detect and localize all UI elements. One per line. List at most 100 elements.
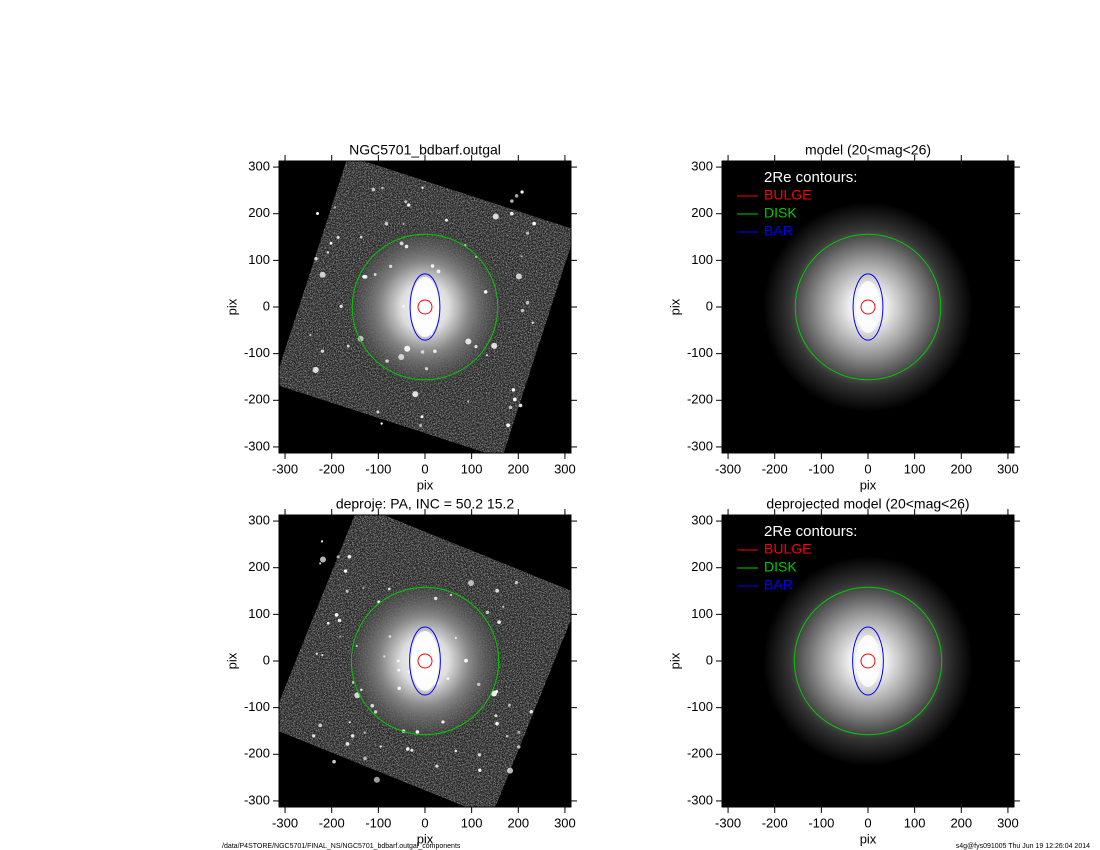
star <box>420 415 424 419</box>
star <box>517 730 521 734</box>
legend-label: BAR <box>764 223 793 239</box>
y-tick-label: 0 <box>263 652 270 667</box>
star <box>446 677 450 680</box>
star <box>427 306 431 310</box>
y-tick-label: -300 <box>687 792 713 807</box>
star <box>510 199 514 203</box>
star <box>373 273 377 276</box>
galaxy-core <box>411 631 439 691</box>
x-tick-label: -100 <box>808 461 834 476</box>
contour <box>794 233 942 381</box>
star <box>425 286 429 290</box>
contour <box>860 299 876 315</box>
star <box>360 688 363 692</box>
star <box>485 610 490 615</box>
y-tick-label: 300 <box>691 159 713 174</box>
star <box>418 423 423 428</box>
star <box>510 211 514 216</box>
plot-area <box>279 515 571 807</box>
y-tick-label: -100 <box>244 345 270 360</box>
star <box>397 686 401 690</box>
star <box>318 723 323 728</box>
star <box>505 734 509 738</box>
star <box>508 405 513 410</box>
y-tick-label: -100 <box>687 699 713 714</box>
x-tick-label: 0 <box>421 461 428 476</box>
contour <box>409 626 441 696</box>
title: model (20<mag<26) <box>805 142 931 158</box>
star <box>312 366 319 373</box>
star <box>410 748 414 752</box>
x-tick-label: 300 <box>554 815 576 830</box>
star <box>495 721 499 726</box>
x-tick-label: -200 <box>762 461 788 476</box>
x-tick-label: 200 <box>507 461 529 476</box>
x-tick-label: -200 <box>319 461 345 476</box>
star <box>491 342 498 349</box>
galaxy-core <box>411 277 439 337</box>
model-core <box>856 281 880 333</box>
star <box>514 580 519 585</box>
star <box>320 349 325 353</box>
y-tick-label: -200 <box>687 746 713 761</box>
contour <box>350 586 500 736</box>
star <box>309 333 312 337</box>
star <box>345 742 350 746</box>
star <box>404 200 408 204</box>
legend-title: 2Re contours: <box>764 169 857 186</box>
y-label: pix <box>667 298 682 315</box>
star <box>362 586 365 589</box>
star <box>312 734 316 738</box>
y-tick-label: 100 <box>248 606 270 621</box>
star <box>376 410 380 414</box>
star <box>339 304 343 309</box>
y-label: pix <box>667 652 682 669</box>
star <box>379 745 382 748</box>
star <box>373 776 380 783</box>
star <box>319 271 326 278</box>
x-tick-label: -100 <box>365 461 391 476</box>
x-label: pix <box>860 477 877 492</box>
contour <box>860 653 876 669</box>
star <box>389 264 393 268</box>
star <box>399 241 404 246</box>
star <box>507 767 514 774</box>
star <box>474 345 478 349</box>
star <box>339 635 342 638</box>
x-tick-label: -300 <box>715 815 741 830</box>
y-tick-label: -200 <box>687 392 713 407</box>
star <box>415 730 420 734</box>
legend-label: BULGE <box>764 187 811 203</box>
star <box>359 235 363 239</box>
x-tick-label: -300 <box>272 815 298 830</box>
star <box>495 689 499 694</box>
contour <box>417 653 433 669</box>
star <box>373 710 378 714</box>
x-tick-label: 300 <box>997 461 1019 476</box>
star <box>520 190 524 194</box>
star <box>520 255 523 258</box>
x-tick-label: 100 <box>461 815 483 830</box>
star <box>454 636 457 639</box>
star <box>320 540 324 543</box>
star <box>362 274 366 279</box>
star <box>478 768 482 772</box>
star <box>529 709 534 714</box>
star <box>397 668 401 672</box>
star <box>467 580 474 587</box>
legend-title: 2Re contours: <box>764 523 857 540</box>
star <box>334 612 339 617</box>
legend-label: BAR <box>764 577 793 593</box>
star <box>511 388 516 392</box>
x-label: pix <box>860 831 877 846</box>
star <box>506 423 510 428</box>
star <box>430 264 435 268</box>
star <box>319 562 322 565</box>
star <box>383 655 386 658</box>
y-tick-label: 300 <box>248 513 270 528</box>
x-label: pix <box>417 831 434 846</box>
star <box>531 321 534 324</box>
star <box>336 555 340 559</box>
y-tick-label: 200 <box>691 205 713 220</box>
x-tick-label: -100 <box>365 815 391 830</box>
